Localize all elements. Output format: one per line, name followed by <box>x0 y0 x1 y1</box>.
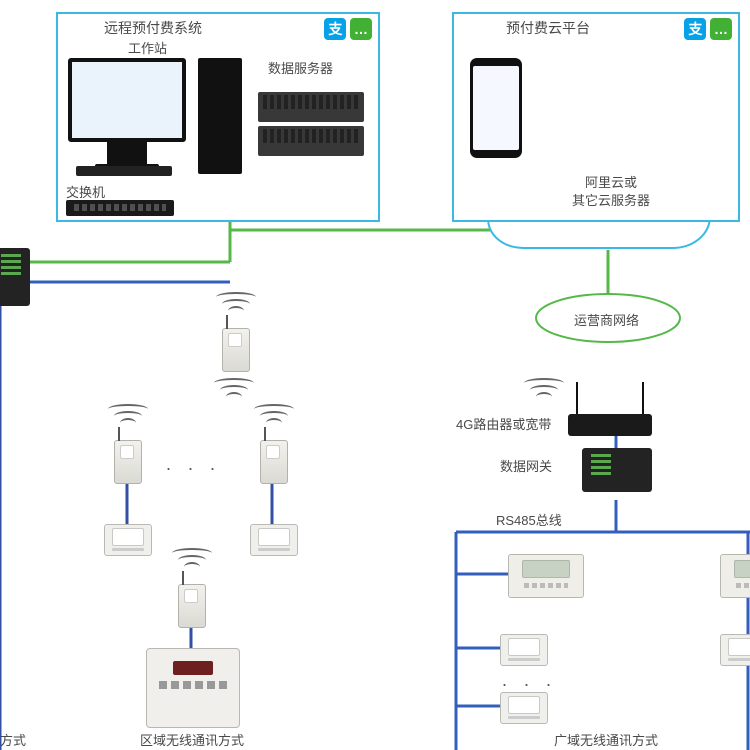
data-gateway-icon <box>582 448 652 492</box>
rs485-label: RS485总线 <box>496 510 562 529</box>
meter-icon <box>508 554 584 598</box>
gateway-label: 数据网关 <box>500 456 552 475</box>
meter-icon <box>500 692 548 724</box>
meter-icon <box>720 554 750 598</box>
meter-icon <box>500 634 548 666</box>
dots-icon: . . . <box>502 670 557 691</box>
meter-icon <box>720 634 750 666</box>
